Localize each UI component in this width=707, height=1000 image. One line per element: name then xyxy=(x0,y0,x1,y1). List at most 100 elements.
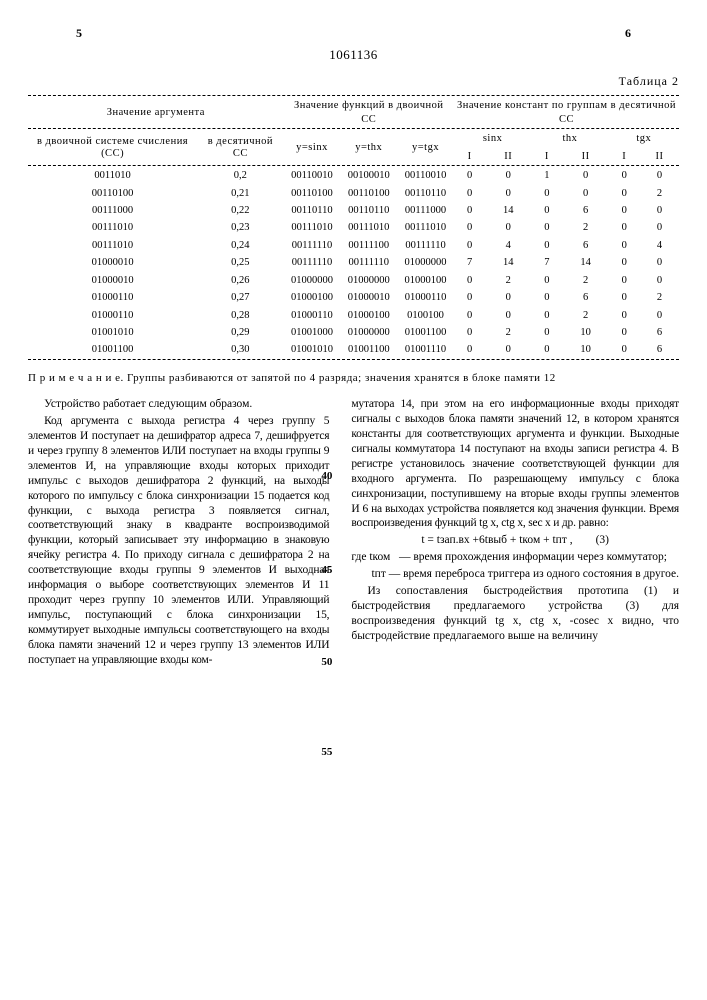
cell-sII: 0 xyxy=(485,185,531,202)
para-l1: Код аргумента с выхода регистра 4 через … xyxy=(28,414,329,668)
cell-dec: 0,21 xyxy=(197,185,283,202)
cell-tI: 0 xyxy=(531,185,562,202)
cell-sI: 0 xyxy=(454,272,485,289)
cell-ys: 01000000 xyxy=(284,272,341,289)
cell-tI: 0 xyxy=(531,219,562,236)
cell-tII: 14 xyxy=(563,254,609,271)
cell-gII: 0 xyxy=(640,254,679,271)
left-column: 40 45 50 55 Устройство работает следующи… xyxy=(28,397,329,670)
document-number: 1061136 xyxy=(28,47,679,64)
cell-tII: 2 xyxy=(563,272,609,289)
cell-sII: 0 xyxy=(485,219,531,236)
th-sI: I xyxy=(454,148,485,165)
cell-dec: 0,2 xyxy=(197,167,283,184)
cell-tI: 0 xyxy=(531,272,562,289)
table-row: 001110100,240011111000111100001111100406… xyxy=(28,237,679,254)
para-r0: мутатора 14, при этом на его информацион… xyxy=(351,397,679,531)
table-row: 001110100,230011101000111010001110100002… xyxy=(28,219,679,236)
cell-yt: 01000000 xyxy=(340,324,397,341)
th-sII: II xyxy=(485,148,531,165)
cell-bin: 00111010 xyxy=(28,237,197,254)
cell-yt: 01000100 xyxy=(340,307,397,324)
cell-sI: 0 xyxy=(454,202,485,219)
cell-tII: 6 xyxy=(563,289,609,306)
th-tI: I xyxy=(531,148,562,165)
cell-gII: 0 xyxy=(640,272,679,289)
line-number-55: 55 xyxy=(321,745,332,759)
cell-tI: 0 xyxy=(531,202,562,219)
cell-ys: 00110010 xyxy=(284,167,341,184)
th-func: Значение функций в двоичной СС xyxy=(284,97,454,128)
cell-ys: 00110110 xyxy=(284,202,341,219)
cell-gII: 2 xyxy=(640,185,679,202)
cell-sI: 0 xyxy=(454,341,485,358)
cell-yt: 01000010 xyxy=(340,289,397,306)
cell-gII: 4 xyxy=(640,237,679,254)
th-dec: в десятичной СС xyxy=(197,130,283,165)
cell-yt: 00110100 xyxy=(340,185,397,202)
cell-sI: 0 xyxy=(454,167,485,184)
cell-sI: 0 xyxy=(454,185,485,202)
cell-sII: 4 xyxy=(485,237,531,254)
table-row: 010000100,260100000001000000010001000202… xyxy=(28,272,679,289)
table-body: 00110100,2001100100010001000110010001000… xyxy=(28,167,679,359)
line-number-45: 45 xyxy=(321,563,332,577)
table-row: 001110000,220011011000110110001110000140… xyxy=(28,202,679,219)
cell-yt: 00111100 xyxy=(340,237,397,254)
para-r2: где tком — время прохождения информации … xyxy=(351,550,679,565)
cell-sII: 14 xyxy=(485,254,531,271)
cell-yt: 00110110 xyxy=(340,202,397,219)
th-arg: Значение аргумента xyxy=(28,97,284,128)
th-yg: y=tgx xyxy=(397,130,454,165)
table-note: П р и м е ч а н и е. Группы разбиваются … xyxy=(28,371,679,385)
para-r1-formula: t = tзап.вх +6tвыб + tком + tпт , (3) xyxy=(351,533,679,548)
cell-gI: 0 xyxy=(609,237,640,254)
line-number-50: 50 xyxy=(321,655,332,669)
cell-tII: 10 xyxy=(563,324,609,341)
cell-ys: 00111110 xyxy=(284,237,341,254)
cell-gII: 6 xyxy=(640,341,679,358)
cell-yg: 00111010 xyxy=(397,219,454,236)
cell-gII: 0 xyxy=(640,202,679,219)
cell-sI: 0 xyxy=(454,324,485,341)
cell-sI: 0 xyxy=(454,307,485,324)
cell-gII: 0 xyxy=(640,219,679,236)
th-bin: в двоичной системе счисления (СС) xyxy=(28,130,197,165)
cell-gII: 2 xyxy=(640,289,679,306)
line-number-40: 40 xyxy=(321,469,332,483)
cell-gII: 0 xyxy=(640,307,679,324)
cell-dec: 0,22 xyxy=(197,202,283,219)
table-row: 010011000,300100101001001100010011100001… xyxy=(28,341,679,358)
cell-tII: 6 xyxy=(563,202,609,219)
cell-gI: 0 xyxy=(609,185,640,202)
right-column: мутатора 14, при этом на его информацион… xyxy=(351,397,679,670)
cell-yt: 00111010 xyxy=(340,219,397,236)
cell-bin: 00111010 xyxy=(28,219,197,236)
cell-dec: 0,30 xyxy=(197,341,283,358)
cell-gI: 0 xyxy=(609,307,640,324)
cell-sII: 14 xyxy=(485,202,531,219)
cell-sII: 0 xyxy=(485,289,531,306)
th-tgx: tgx xyxy=(609,130,679,147)
cell-tII: 10 xyxy=(563,341,609,358)
cell-yg: 0100100 xyxy=(397,307,454,324)
cell-tII: 6 xyxy=(563,237,609,254)
table-row: 010000100,250011111000111110010000007147… xyxy=(28,254,679,271)
cell-gI: 0 xyxy=(609,219,640,236)
cell-yg: 00111000 xyxy=(397,202,454,219)
cell-ys: 01001000 xyxy=(284,324,341,341)
cell-bin: 01001100 xyxy=(28,341,197,358)
cell-tI: 0 xyxy=(531,307,562,324)
cell-dec: 0,26 xyxy=(197,272,283,289)
cell-sII: 2 xyxy=(485,272,531,289)
table-row: 001101000,210011010000110100001101100000… xyxy=(28,185,679,202)
para-r3: tпт — время переброса триггера из одного… xyxy=(351,567,679,582)
th-tII: II xyxy=(563,148,609,165)
cell-gI: 0 xyxy=(609,202,640,219)
cell-tII: 2 xyxy=(563,219,609,236)
cell-ys: 00111010 xyxy=(284,219,341,236)
cell-dec: 0,27 xyxy=(197,289,283,306)
cell-yg: 00111110 xyxy=(397,237,454,254)
cell-ys: 01000100 xyxy=(284,289,341,306)
cell-ys: 00110100 xyxy=(284,185,341,202)
